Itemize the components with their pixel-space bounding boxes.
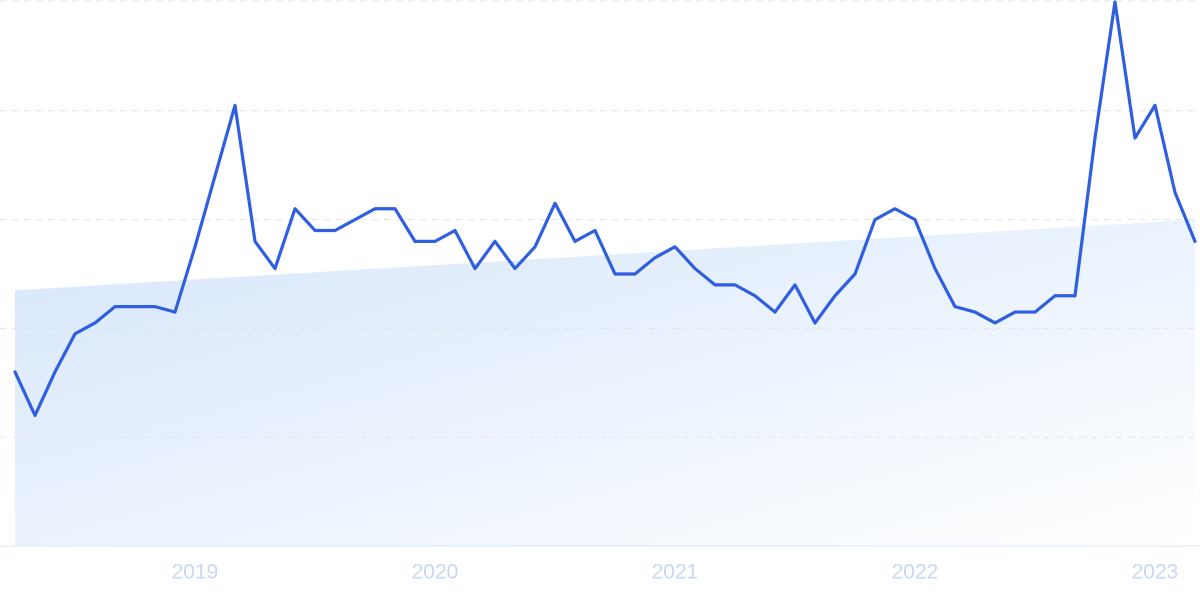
x-tick-label: 2021 — [652, 561, 699, 584]
trend-area — [15, 219, 1195, 546]
x-tick-label: 2020 — [412, 561, 459, 584]
x-tick-label: 2023 — [1132, 561, 1179, 584]
x-tick-label: 2022 — [892, 561, 939, 584]
line-series — [13, 0, 1197, 418]
x-tick-label: 2019 — [172, 561, 219, 584]
